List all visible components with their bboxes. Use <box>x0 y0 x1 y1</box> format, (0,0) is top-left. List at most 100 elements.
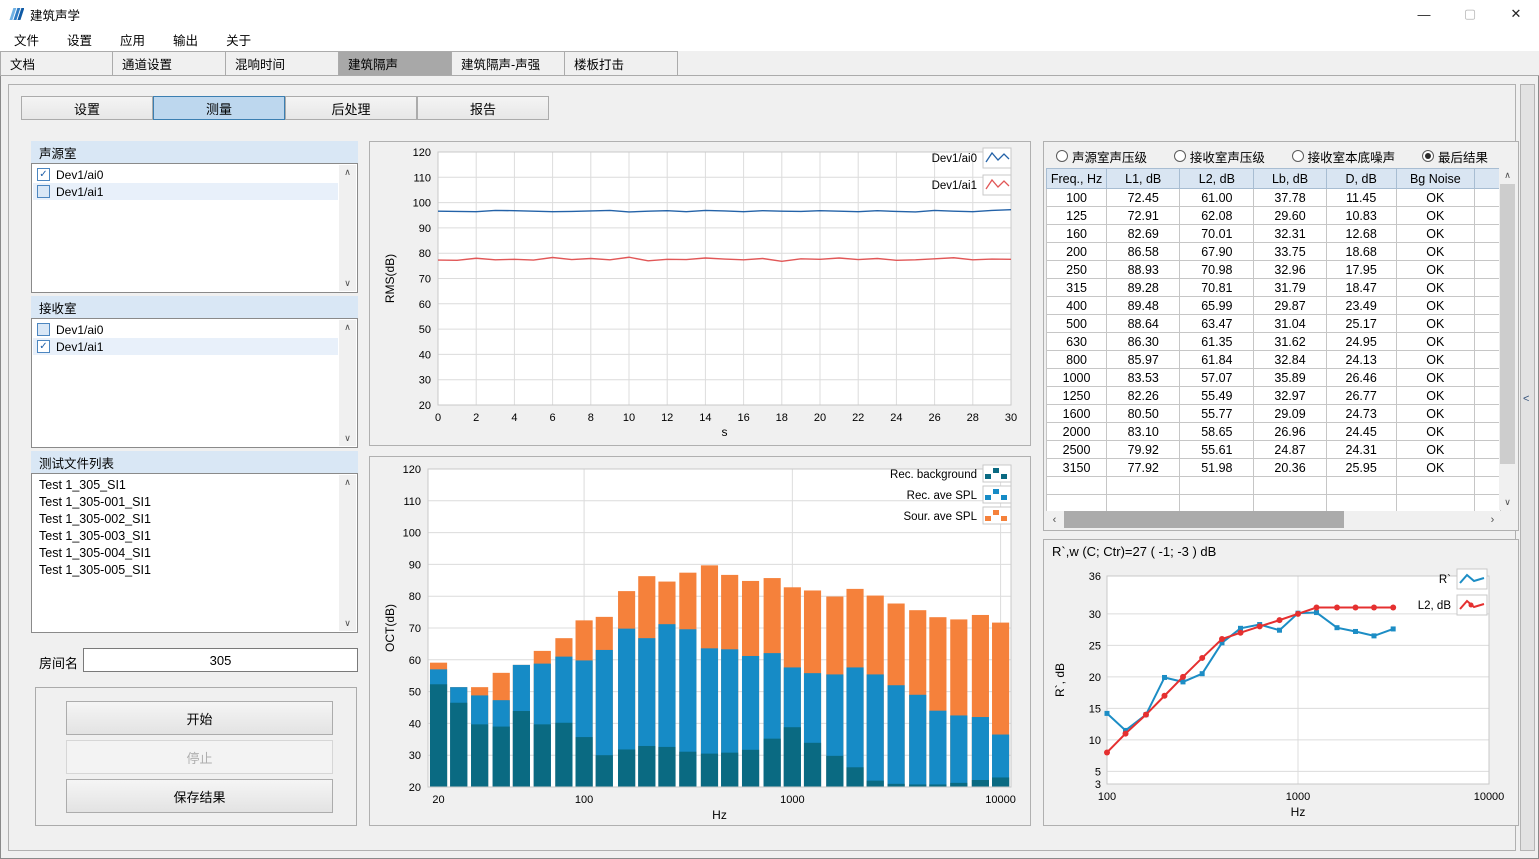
scroll-up-icon[interactable]: ∧ <box>344 322 351 332</box>
table-row[interactable]: 125 72.91 62.08 29.60 10.83 OK <box>1046 206 1501 225</box>
table-row[interactable]: 160 82.69 70.01 32.31 12.68 OK <box>1046 224 1501 243</box>
test-file-item[interactable]: Test 1_305-002_SI1 <box>39 511 151 526</box>
list-item[interactable]: Dev1/ai0 <box>33 321 338 338</box>
tab-channel-settings[interactable]: 通道设置 <box>113 51 226 76</box>
test-file-scrollbar[interactable]: ∧ ∨ <box>339 475 356 631</box>
radio-circle-icon[interactable] <box>1173 150 1186 162</box>
table-cell: 24.31 <box>1325 440 1397 459</box>
table-row[interactable]: 250 88.93 70.98 32.96 17.95 OK <box>1046 260 1501 279</box>
table-row[interactable]: 630 86.30 61.35 31.62 24.95 OK <box>1046 332 1501 351</box>
table-cell: 70.98 <box>1179 260 1255 279</box>
table-row[interactable] <box>1046 494 1501 513</box>
table-cell: 17.95 <box>1325 260 1397 279</box>
table-row[interactable]: 2000 83.10 58.65 26.96 24.45 OK <box>1046 422 1501 441</box>
list-item[interactable]: Dev1/ai1 <box>33 183 338 200</box>
minimize-button[interactable]: — <box>1417 6 1431 22</box>
radio-circle-icon[interactable] <box>1421 150 1434 162</box>
tab-floor-impact[interactable]: 楼板打击 <box>565 51 678 76</box>
list-item[interactable]: ✓ Dev1/ai0 <box>33 166 338 183</box>
source-room-scrollbar[interactable]: ∧ ∨ <box>339 165 356 291</box>
scroll-down-icon[interactable]: ∨ <box>1504 497 1511 507</box>
checkbox[interactable] <box>37 185 50 198</box>
table-row[interactable]: 2500 79.92 55.61 24.87 24.31 OK <box>1046 440 1501 459</box>
menu-item-output[interactable]: 输出 <box>173 34 199 48</box>
table-row[interactable]: 1000 83.53 57.07 35.89 26.46 OK <box>1046 368 1501 387</box>
stop-button[interactable]: 停止 <box>66 740 333 774</box>
radio-circle-icon[interactable] <box>1056 150 1068 162</box>
radio-receiving-bg-noise[interactable]: 接收室本底噪声 <box>1291 147 1395 166</box>
run-button-group: 开始 停止 保存结果 <box>35 687 357 826</box>
table-cell: 85.97 <box>1106 350 1181 369</box>
table-row[interactable]: 200 86.58 67.90 33.75 18.68 OK <box>1046 242 1501 261</box>
tab-building-insulation[interactable]: 建筑隔声 <box>339 51 452 76</box>
maximize-button[interactable]: ▢ <box>1463 6 1477 21</box>
checkbox[interactable]: ✓ <box>37 340 50 353</box>
table-cell: 67.90 <box>1179 242 1255 261</box>
table-cell: 80.50 <box>1106 404 1181 423</box>
table-cell: 83.53 <box>1106 368 1181 387</box>
radio-final-result[interactable]: 最后结果 <box>1421 147 1488 166</box>
menu-item-settings[interactable]: 设置 <box>67 34 93 48</box>
subtab-setup[interactable]: 设置 <box>21 96 153 120</box>
radio-receiving-spl[interactable]: 接收室声压级 <box>1173 147 1265 166</box>
test-file-item[interactable]: Test 1_305-004_SI1 <box>39 545 151 560</box>
svg-text:1000: 1000 <box>1286 791 1310 803</box>
collapse-left-icon[interactable]: < <box>1523 393 1530 405</box>
scroll-up-icon[interactable]: ∧ <box>344 167 351 177</box>
svg-text:100: 100 <box>413 198 431 210</box>
scroll-left-icon[interactable]: ‹ <box>1052 513 1057 526</box>
table-row[interactable]: 800 85.97 61.84 32.84 24.13 OK <box>1046 350 1501 369</box>
table-cell: OK <box>1395 386 1475 405</box>
test-file-item[interactable]: Test 1_305_SI1 <box>39 477 126 492</box>
receiving-room-scrollbar[interactable]: ∧ ∨ <box>339 320 356 446</box>
tab-document[interactable]: 文档 <box>0 51 113 76</box>
tab-building-insulation-intensity[interactable]: 建筑隔声-声强 <box>452 51 565 76</box>
svg-text:16: 16 <box>737 412 749 424</box>
table-row[interactable]: 3150 77.92 51.98 20.36 25.95 OK <box>1046 458 1501 477</box>
scroll-up-icon[interactable]: ∧ <box>344 477 351 487</box>
table-row[interactable]: 1250 82.26 55.49 32.97 26.77 OK <box>1046 386 1501 405</box>
checkbox[interactable] <box>37 323 50 336</box>
scroll-down-icon[interactable]: ∨ <box>344 278 351 288</box>
table-hscrollbar[interactable]: ‹ › <box>1046 511 1501 528</box>
scroll-down-icon[interactable]: ∨ <box>344 618 351 628</box>
menu-item-file[interactable]: 文件 <box>14 34 40 48</box>
table-row[interactable]: 400 89.48 65.99 29.87 23.49 OK <box>1046 296 1501 315</box>
svg-text:70: 70 <box>409 623 421 635</box>
test-file-item[interactable]: Test 1_305-003_SI1 <box>39 528 151 543</box>
table-cell: 24.87 <box>1253 440 1327 459</box>
table-row[interactable] <box>1046 476 1501 495</box>
save-results-button[interactable]: 保存结果 <box>66 779 333 813</box>
test-file-item[interactable]: Test 1_305-001_SI1 <box>39 494 151 509</box>
menu-item-about[interactable]: 关于 <box>226 34 252 48</box>
test-file-item[interactable]: Test 1_305-005_SI1 <box>39 562 151 577</box>
scroll-down-icon[interactable]: ∨ <box>344 433 351 443</box>
subtab-report[interactable]: 报告 <box>417 96 549 120</box>
subtab-measure[interactable]: 测量 <box>153 96 285 120</box>
tab-reverb-time[interactable]: 混响时间 <box>226 51 339 76</box>
table-row[interactable]: 315 89.28 70.81 31.79 18.47 OK <box>1046 278 1501 297</box>
side-collapse-strip[interactable]: < <box>1520 84 1535 851</box>
start-button[interactable]: 开始 <box>66 701 333 735</box>
menu-item-apps[interactable]: 应用 <box>120 34 146 48</box>
table-cell: 160 <box>1046 224 1108 243</box>
room-name-input[interactable] <box>83 648 358 672</box>
table-vscrollbar[interactable]: ∧ ∨ <box>1499 168 1516 510</box>
scroll-up-icon[interactable]: ∧ <box>1504 170 1511 180</box>
table-row[interactable]: 1600 80.50 55.77 29.09 24.73 OK <box>1046 404 1501 423</box>
svg-text:40: 40 <box>409 718 421 730</box>
subtab-post-process[interactable]: 后处理 <box>285 96 417 120</box>
result-view-radios: 声源室声压级 接收室声压级 接收室本底噪声 最后结果 <box>1046 144 1498 168</box>
checkbox[interactable]: ✓ <box>37 168 50 181</box>
close-button[interactable]: ✕ <box>1510 6 1522 21</box>
scroll-right-icon[interactable]: › <box>1490 513 1495 526</box>
table-cell: 250 <box>1046 260 1108 279</box>
svg-text:110: 110 <box>403 496 421 508</box>
radio-circle-icon[interactable] <box>1291 150 1304 162</box>
table-cell: OK <box>1395 440 1475 459</box>
table-row[interactable]: 500 88.64 63.47 31.04 25.17 OK <box>1046 314 1501 333</box>
radio-source-spl[interactable]: 声源室声压级 <box>1056 147 1147 166</box>
list-item[interactable]: ✓ Dev1/ai1 <box>33 338 338 355</box>
table-row[interactable]: 100 72.45 61.00 37.78 11.45 OK <box>1046 188 1501 207</box>
oct-chart-panel: 20 30 40 50 60 70 80 90 100 110 120 20 100 1000 10000 H… <box>369 456 1031 826</box>
